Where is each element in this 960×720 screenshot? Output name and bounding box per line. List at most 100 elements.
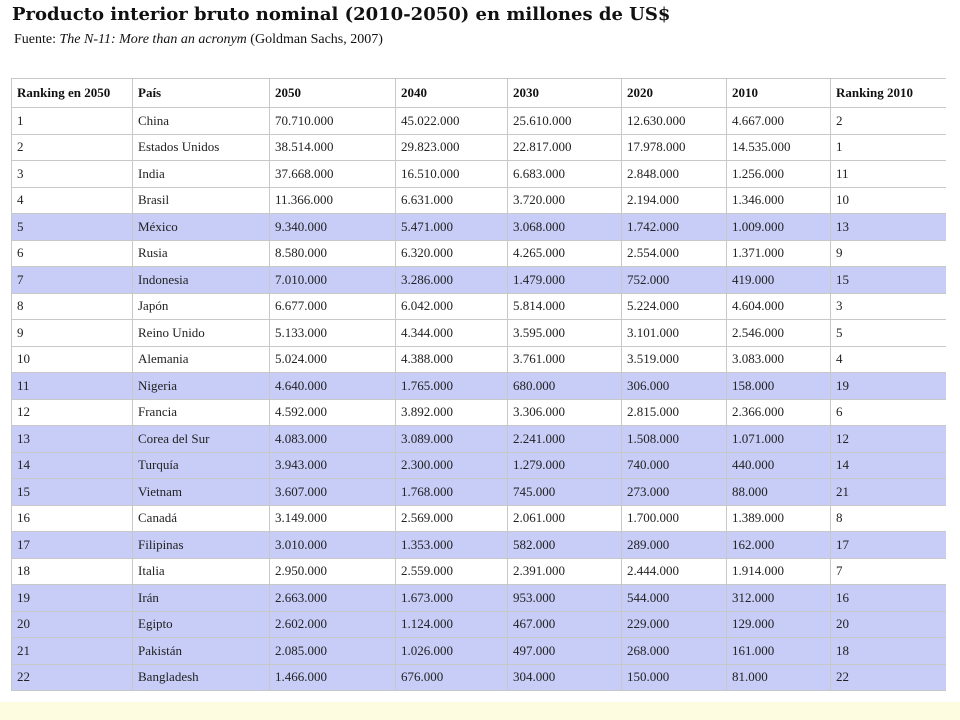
table-cell: 2.366.000 <box>726 398 831 426</box>
table-cell: Reino Unido <box>132 319 270 347</box>
column-header: País <box>132 78 270 108</box>
table-cell: Japón <box>132 292 270 320</box>
table-cell: 10 <box>830 186 947 214</box>
table-cell: 1.768.000 <box>395 478 508 506</box>
table-cell: 3.892.000 <box>395 398 508 426</box>
table-cell: Egipto <box>132 610 270 638</box>
table-cell: 4.083.000 <box>269 425 396 453</box>
gdp-table: Ranking en 2050 País 2050 2040 2030 2020 2010 R… <box>11 78 947 691</box>
table-cell: 2 <box>11 133 133 161</box>
table-row: 13 Corea del Sur 4.083.000 3.089.000 2.241.0… <box>11 425 947 453</box>
table-cell: 268.000 <box>621 637 727 665</box>
table-cell: 1 <box>830 133 947 161</box>
table-cell: 12 <box>11 398 133 426</box>
table-cell: 9.340.000 <box>269 213 396 241</box>
table-cell: 14 <box>830 451 947 479</box>
table-cell: 16.510.000 <box>395 160 508 188</box>
table-cell: 6.683.000 <box>507 160 622 188</box>
table-cell: 1.914.000 <box>726 557 831 585</box>
table-cell: 37.668.000 <box>269 160 396 188</box>
table-cell: 11 <box>830 160 947 188</box>
table-cell: 14.535.000 <box>726 133 831 161</box>
table-cell: 16 <box>11 504 133 532</box>
table-cell: 29.823.000 <box>395 133 508 161</box>
table-cell: Nigeria <box>132 372 270 400</box>
table-cell: 7 <box>830 557 947 585</box>
table-cell: 1.765.000 <box>395 372 508 400</box>
table-cell: 1.742.000 <box>621 213 727 241</box>
table-cell: 4.640.000 <box>269 372 396 400</box>
table-row: 17 Filipinas 3.010.000 1.353.000 582.000 289.… <box>11 531 947 559</box>
table-cell: 19 <box>830 372 947 400</box>
table-cell: 6.631.000 <box>395 186 508 214</box>
table-cell: 8 <box>830 504 947 532</box>
table-cell: 8 <box>11 292 133 320</box>
table-cell: 4 <box>11 186 133 214</box>
table-row: 4 Brasil 11.366.000 6.631.000 3.720.000 2.194… <box>11 186 947 214</box>
table-row: 16 Canadá 3.149.000 2.569.000 2.061.000 1.700… <box>11 504 947 532</box>
table-cell: 1.700.000 <box>621 504 727 532</box>
table-body: 1 China 70.710.000 45.022.000 25.610.000 12.6… <box>11 107 947 691</box>
table-row: 20 Egipto 2.602.000 1.124.000 467.000 229.000… <box>11 610 947 638</box>
table-cell: 4.604.000 <box>726 292 831 320</box>
table-cell: 6.320.000 <box>395 239 508 267</box>
table-cell: 1.256.000 <box>726 160 831 188</box>
table-cell: 3.943.000 <box>269 451 396 479</box>
table-cell: China <box>132 107 270 135</box>
table-cell: Francia <box>132 398 270 426</box>
table-cell: 70.710.000 <box>269 107 396 135</box>
table-cell: Pakistán <box>132 637 270 665</box>
table-cell: 2.602.000 <box>269 610 396 638</box>
table-row: 15 Vietnam 3.607.000 1.768.000 745.000 273.00… <box>11 478 947 506</box>
table-cell: 740.000 <box>621 451 727 479</box>
table-cell: Bangladesh <box>132 663 270 691</box>
table-cell: 3.083.000 <box>726 345 831 373</box>
table-row: 10 Alemania 5.024.000 4.388.000 3.761.000 3.5… <box>11 345 947 373</box>
table-cell: Brasil <box>132 186 270 214</box>
bottom-band <box>0 702 960 720</box>
table-cell: 17 <box>11 531 133 559</box>
table-cell: 16 <box>830 584 947 612</box>
table-cell: 45.022.000 <box>395 107 508 135</box>
table-cell: 1.371.000 <box>726 239 831 267</box>
table-cell: 4.344.000 <box>395 319 508 347</box>
table-cell: 676.000 <box>395 663 508 691</box>
table-cell: 12 <box>830 425 947 453</box>
table-cell: 2.559.000 <box>395 557 508 585</box>
table-cell: 4.388.000 <box>395 345 508 373</box>
table-cell: 1.389.000 <box>726 504 831 532</box>
table-cell: 312.000 <box>726 584 831 612</box>
table-row: 5 México 9.340.000 5.471.000 3.068.000 1.742.… <box>11 213 947 241</box>
table-cell: Alemania <box>132 345 270 373</box>
table-cell: 680.000 <box>507 372 622 400</box>
table-cell: India <box>132 160 270 188</box>
table-cell: 25.610.000 <box>507 107 622 135</box>
column-header: 2010 <box>726 78 831 108</box>
table-cell: Filipinas <box>132 531 270 559</box>
table-cell: 467.000 <box>507 610 622 638</box>
table-row: 11 Nigeria 4.640.000 1.765.000 680.000 306.00… <box>11 372 947 400</box>
table-cell: 4 <box>830 345 947 373</box>
column-header: 2030 <box>507 78 622 108</box>
table-cell: 5.224.000 <box>621 292 727 320</box>
table-cell: 745.000 <box>507 478 622 506</box>
table-cell: 1.071.000 <box>726 425 831 453</box>
table-row: 6 Rusia 8.580.000 6.320.000 4.265.000 2.554.0… <box>11 239 947 267</box>
table-row: 14 Turquía 3.943.000 2.300.000 1.279.000 740.… <box>11 451 947 479</box>
table-cell: 1.353.000 <box>395 531 508 559</box>
table-cell: 544.000 <box>621 584 727 612</box>
table-cell: 161.000 <box>726 637 831 665</box>
table-cell: 497.000 <box>507 637 622 665</box>
table-cell: 11.366.000 <box>269 186 396 214</box>
table-cell: 1.346.000 <box>726 186 831 214</box>
table-cell: 582.000 <box>507 531 622 559</box>
column-header: Ranking en 2050 <box>11 78 133 108</box>
gdp-table-container: Ranking en 2050 País 2050 2040 2030 2020 2010 R… <box>11 78 947 691</box>
table-cell: 3.607.000 <box>269 478 396 506</box>
source-suffix: (Goldman Sachs, 2007) <box>246 32 383 47</box>
table-cell: 88.000 <box>726 478 831 506</box>
table-cell: 6 <box>11 239 133 267</box>
table-cell: 15 <box>830 266 947 294</box>
table-cell: 9 <box>11 319 133 347</box>
